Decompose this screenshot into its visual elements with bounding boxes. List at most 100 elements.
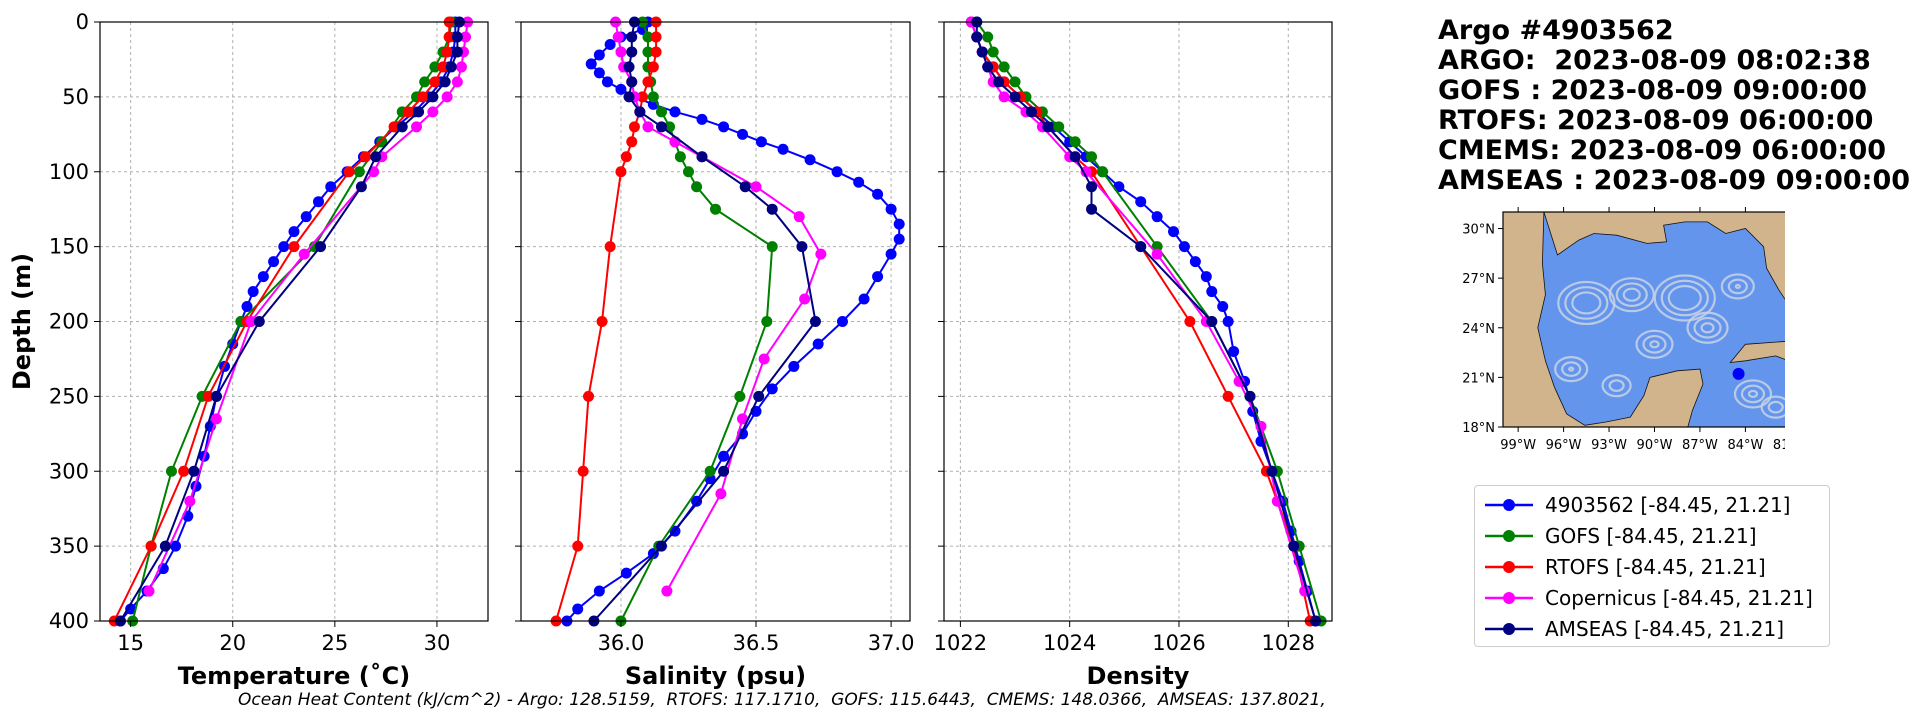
current-streamline: [1760, 395, 1785, 419]
data-point: [691, 181, 703, 193]
data-point: [315, 241, 327, 253]
current-streamline: [1554, 356, 1589, 383]
data-point: [766, 383, 778, 395]
data-point: [987, 46, 999, 58]
data-point: [596, 316, 608, 327]
current-streamline: [1571, 291, 1602, 315]
current-streamline: [1622, 287, 1641, 302]
data-point: [1009, 76, 1021, 88]
data-point: [572, 540, 584, 552]
current-streamline: [1740, 384, 1766, 404]
data-point: [831, 166, 843, 178]
current-streamline: [1660, 279, 1709, 317]
data-point: [1200, 271, 1212, 283]
data-point: [1009, 91, 1021, 103]
legend: 4903562 [-84.45, 21.21] GOFS [-84.45, 21…: [1474, 485, 1830, 647]
x-tick-label: 15: [117, 631, 144, 655]
data-point: [411, 121, 423, 133]
data-point: [669, 106, 681, 118]
data-point: [1069, 136, 1081, 148]
data-point: [872, 271, 884, 283]
series-line: [593, 21, 817, 622]
data-point: [427, 106, 439, 118]
data-point: [343, 166, 355, 178]
data-point: [572, 603, 584, 615]
legend-dot: [1503, 499, 1515, 511]
data-point: [634, 106, 646, 118]
data-point: [777, 143, 789, 155]
location-map: 30°N 27°N 24°N 21°N 18°N 99°W 96°W 93°W 90°W 87°W…: [1462, 207, 1785, 453]
legend-dot: [1503, 561, 1515, 573]
legend-label: GOFS [-84.45, 21.21]: [1545, 524, 1757, 548]
y-tick-label: 150: [49, 235, 89, 259]
data-point: [718, 465, 730, 477]
data-point: [982, 31, 994, 43]
data-point: [439, 76, 451, 88]
data-point: [441, 91, 453, 103]
data-point: [268, 256, 280, 268]
data-point: [460, 31, 472, 43]
data-point: [455, 61, 467, 73]
data-point: [734, 390, 746, 402]
data-point: [1168, 226, 1180, 238]
data-point: [704, 465, 716, 477]
data-point: [1151, 248, 1163, 260]
series-rtofs: [550, 16, 662, 627]
data-point: [1206, 316, 1218, 327]
series-line: [113, 22, 451, 622]
legend-label: AMSEAS [-84.45, 21.21]: [1545, 617, 1785, 641]
data-point: [812, 338, 824, 350]
data-point: [413, 106, 425, 118]
x-tick-label: 30: [424, 631, 451, 655]
data-point: [445, 61, 457, 73]
data-point: [402, 106, 414, 118]
data-point: [1025, 106, 1037, 118]
data-point: [429, 76, 441, 88]
data-point: [710, 203, 721, 215]
data-point: [642, 46, 654, 58]
current-streamline: [1720, 273, 1755, 300]
data-point: [893, 218, 905, 230]
data-point: [1069, 151, 1081, 163]
x-tick-label: 1022: [934, 631, 987, 655]
data-point: [1151, 211, 1163, 223]
data-point: [696, 151, 708, 163]
data-point: [642, 31, 654, 43]
lat-label: 30°N: [1462, 223, 1495, 238]
data-point: [451, 46, 463, 58]
data-point: [419, 76, 431, 88]
data-point: [1189, 256, 1201, 268]
x-axis-label: Density: [1087, 662, 1190, 690]
data-point: [626, 31, 638, 43]
data-point: [1086, 203, 1098, 215]
current-streamline: [1667, 284, 1702, 312]
current-streamline: [1635, 329, 1674, 359]
legend-label: RTOFS [-84.45, 21.21]: [1545, 555, 1766, 579]
current-streamline: [1686, 311, 1729, 344]
data-point: [976, 46, 988, 58]
data-point: [885, 203, 897, 215]
data-point: [288, 241, 300, 253]
data-point: [451, 76, 463, 88]
data-point: [1178, 241, 1190, 253]
lon-label: 84°W: [1727, 438, 1763, 453]
data-point: [858, 293, 870, 305]
data-point: [623, 91, 635, 103]
data-point: [766, 241, 778, 253]
x-tick-label: 20: [219, 631, 246, 655]
current-streamline: [1564, 286, 1609, 320]
series-line: [119, 21, 461, 622]
legend-item-rtofs: RTOFS [-84.45, 21.21]: [1483, 554, 1823, 580]
lon-label: 99°W: [1500, 438, 1536, 453]
data-point: [1244, 390, 1256, 402]
y-tick-label: 200: [49, 310, 89, 334]
data-point: [388, 121, 400, 133]
x-tick-label: 36.5: [733, 631, 780, 655]
data-point: [257, 271, 269, 283]
info-float-id: Argo #4903562: [1438, 15, 1674, 46]
data-point: [165, 465, 177, 477]
data-point: [626, 76, 638, 88]
legend-item-argo: 4903562 [-84.45, 21.21]: [1483, 492, 1823, 518]
data-point: [1096, 166, 1108, 178]
